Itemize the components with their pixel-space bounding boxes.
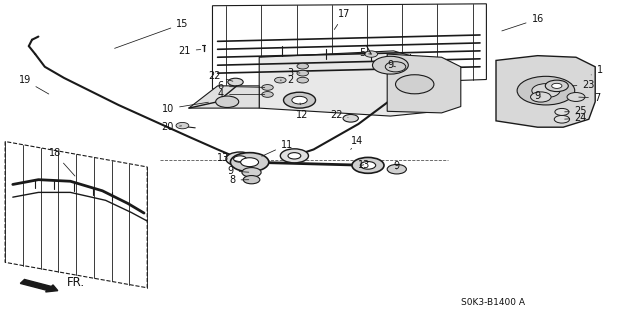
- Text: 9: 9: [394, 161, 400, 171]
- Circle shape: [555, 108, 569, 115]
- Circle shape: [297, 70, 308, 76]
- Text: S0K3-B1400 A: S0K3-B1400 A: [461, 298, 525, 307]
- Polygon shape: [189, 86, 259, 108]
- Circle shape: [284, 92, 316, 108]
- Text: 20: 20: [162, 122, 182, 132]
- Text: 25: 25: [564, 106, 588, 116]
- Circle shape: [387, 164, 406, 174]
- Text: 11: 11: [262, 140, 293, 156]
- Circle shape: [242, 168, 261, 177]
- Circle shape: [228, 78, 243, 86]
- Circle shape: [280, 149, 308, 163]
- Text: 24: 24: [564, 113, 587, 123]
- FancyArrow shape: [20, 280, 58, 292]
- Circle shape: [385, 62, 406, 72]
- Circle shape: [243, 176, 260, 184]
- Text: 17: 17: [334, 9, 351, 30]
- Polygon shape: [259, 51, 438, 116]
- Text: 5: 5: [360, 48, 371, 59]
- Circle shape: [343, 114, 358, 122]
- Circle shape: [234, 156, 246, 162]
- Circle shape: [517, 76, 575, 105]
- Circle shape: [545, 80, 568, 92]
- Circle shape: [241, 158, 259, 167]
- Text: 15: 15: [115, 19, 189, 48]
- Text: 12: 12: [296, 103, 308, 120]
- Text: 10: 10: [162, 102, 209, 114]
- Circle shape: [554, 115, 570, 123]
- Text: 9: 9: [387, 60, 396, 70]
- Circle shape: [176, 122, 189, 129]
- Circle shape: [262, 85, 273, 90]
- Circle shape: [365, 51, 378, 57]
- Circle shape: [297, 63, 308, 69]
- Text: 9: 9: [534, 91, 541, 101]
- Text: 6: 6: [218, 81, 265, 92]
- Circle shape: [216, 96, 239, 107]
- Text: 13: 13: [358, 160, 370, 170]
- Circle shape: [275, 77, 286, 83]
- Text: 8: 8: [229, 175, 249, 185]
- Text: FR.: FR.: [67, 276, 85, 288]
- Text: 19: 19: [19, 75, 49, 94]
- Polygon shape: [496, 56, 595, 127]
- Circle shape: [297, 77, 308, 83]
- Circle shape: [262, 92, 273, 97]
- Circle shape: [230, 153, 269, 172]
- Circle shape: [552, 83, 562, 88]
- Text: 18: 18: [49, 148, 75, 176]
- Circle shape: [352, 157, 384, 173]
- Text: 2: 2: [280, 75, 293, 85]
- Text: 16: 16: [502, 14, 544, 31]
- Text: 21: 21: [179, 46, 201, 56]
- Text: 7: 7: [579, 93, 600, 103]
- Text: 3: 3: [287, 67, 300, 78]
- Text: 13: 13: [217, 153, 241, 163]
- Text: 22: 22: [330, 110, 348, 120]
- Circle shape: [292, 96, 307, 104]
- Circle shape: [567, 93, 585, 101]
- Circle shape: [532, 84, 560, 98]
- Text: 4: 4: [218, 89, 265, 100]
- Text: 1: 1: [591, 65, 603, 75]
- Text: 22: 22: [208, 71, 233, 81]
- Circle shape: [360, 162, 376, 169]
- Polygon shape: [387, 54, 461, 113]
- Circle shape: [372, 56, 408, 74]
- Circle shape: [531, 92, 551, 102]
- Circle shape: [226, 152, 254, 166]
- Text: 23: 23: [572, 80, 595, 90]
- Text: 9: 9: [227, 166, 249, 176]
- Circle shape: [396, 75, 434, 94]
- Circle shape: [288, 153, 301, 159]
- Text: 14: 14: [351, 135, 364, 149]
